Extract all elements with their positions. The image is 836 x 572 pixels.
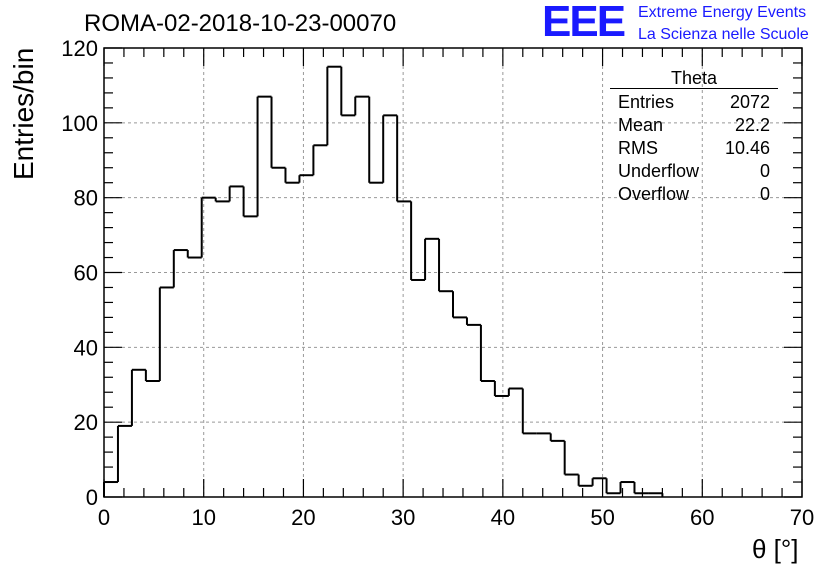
stats-title: Theta — [610, 68, 778, 89]
x-axis-label: θ [°] — [752, 534, 799, 564]
chart-title: ROMA-02-2018-10-23-00070 — [84, 10, 397, 37]
stats-value: 10.46 — [724, 138, 770, 158]
y-tick-label: 0 — [86, 485, 98, 510]
logo-subtitle-line2: La Scienza nelle Scuole — [638, 26, 809, 43]
stats-label: Overflow — [618, 184, 690, 204]
stats-row: Mean 22.2 — [610, 114, 778, 137]
histogram-series — [103, 65, 664, 497]
stats-label: Underflow — [618, 161, 700, 181]
x-tick-label: 60 — [690, 505, 714, 530]
stats-row: Entries 2072 — [610, 91, 778, 114]
y-tick-label: 120 — [61, 36, 98, 61]
stats-value: 0 — [759, 161, 770, 181]
tick-labels: 0 10 20 30 40 50 60 70 0 20 40 60 80 100 120 — [61, 36, 814, 530]
y-tick-label: 80 — [74, 186, 98, 211]
x-tick-label: 30 — [391, 505, 415, 530]
x-tick-label: 20 — [291, 505, 315, 530]
stats-row: Underflow 0 — [610, 160, 778, 183]
y-tick-label: 20 — [74, 410, 98, 435]
x-tick-label: 40 — [491, 505, 515, 530]
stats-label: Mean — [618, 115, 664, 135]
x-tick-label: 10 — [191, 505, 215, 530]
stats-box: Theta Entries 2072 Mean 22.2 RMS 10.46 U… — [610, 68, 778, 206]
stats-row: RMS 10.46 — [610, 137, 778, 160]
stats-label: RMS — [618, 138, 658, 158]
x-tick-label: 0 — [98, 505, 110, 530]
x-tick-label: 70 — [790, 505, 814, 530]
stats-value: 2072 — [729, 92, 770, 112]
grid — [104, 48, 802, 497]
stats-label: Entries — [618, 92, 675, 112]
stats-value: 22.2 — [734, 115, 770, 135]
y-tick-label: 40 — [74, 335, 98, 360]
axes — [103, 47, 803, 498]
logo-subtitle-line1: Extreme Energy Events — [638, 4, 807, 21]
y-tick-label: 60 — [74, 261, 98, 286]
stats-row: Overflow 0 — [610, 183, 778, 206]
y-tick-label: 100 — [61, 111, 98, 136]
y-axis-label: Entries/bin — [8, 47, 39, 180]
x-tick-label: 50 — [590, 505, 614, 530]
stats-value: 0 — [759, 184, 770, 204]
eee-logo-mark: EEE — [542, 0, 626, 46]
